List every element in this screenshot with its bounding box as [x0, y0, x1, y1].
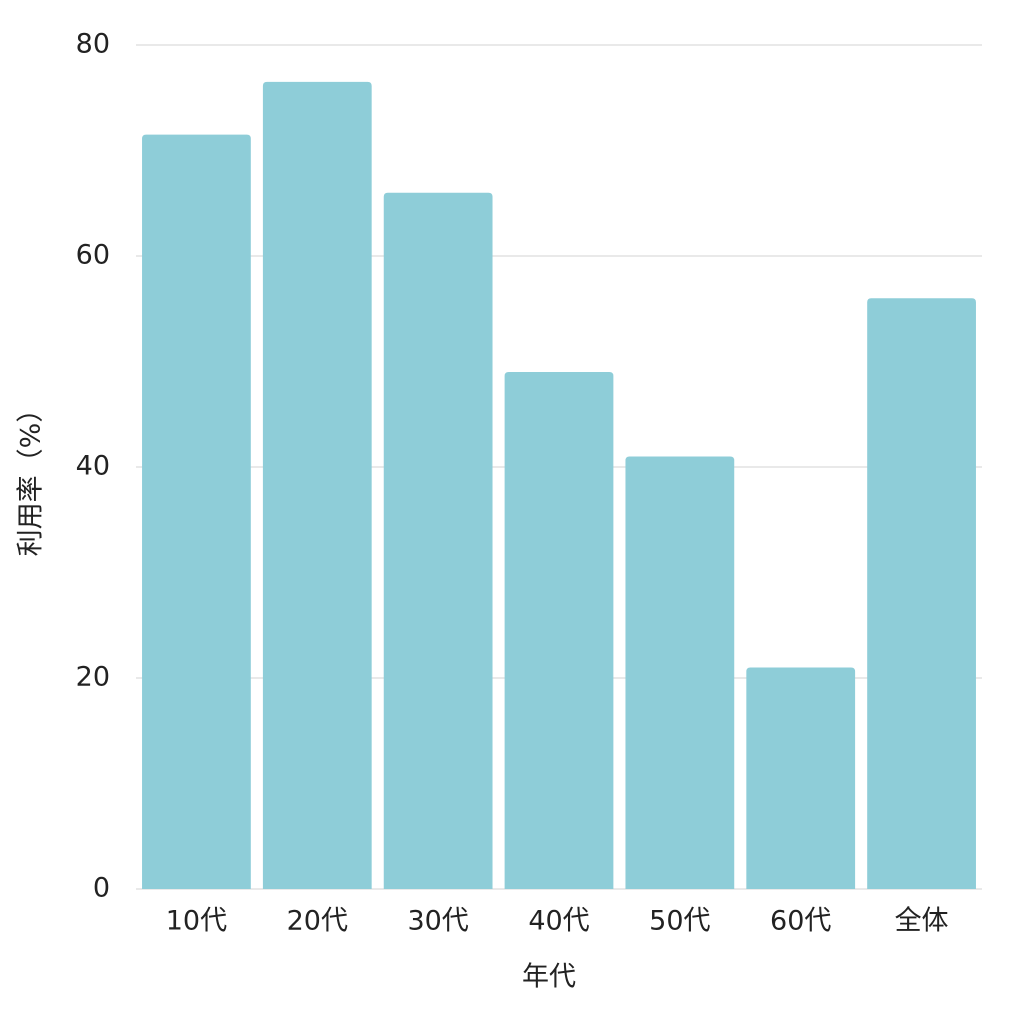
x-tick-label: 20代 — [287, 906, 348, 937]
bar — [504, 372, 614, 889]
x-tick-label: 10代 — [166, 906, 227, 937]
x-tick-label: 50代 — [649, 906, 710, 937]
bar — [262, 81, 372, 890]
bar — [625, 456, 735, 889]
bar — [142, 134, 251, 890]
y-tick-label: 0 — [93, 873, 110, 904]
x-tick-label: 30代 — [407, 906, 468, 937]
bar — [383, 192, 493, 889]
x-axis-label: 年代 — [522, 962, 576, 993]
y-tick-label: 20 — [76, 662, 110, 693]
bar — [867, 298, 976, 889]
x-tick-label: 60代 — [770, 906, 831, 937]
y-axis-label: 利用率（%） — [16, 396, 47, 557]
bar — [746, 667, 856, 889]
y-tick-label: 80 — [76, 29, 110, 60]
x-tick-label: 全体 — [895, 906, 949, 937]
y-tick-label: 40 — [76, 451, 110, 482]
x-tick-label: 40代 — [528, 906, 589, 937]
y-tick-label: 60 — [76, 240, 110, 271]
